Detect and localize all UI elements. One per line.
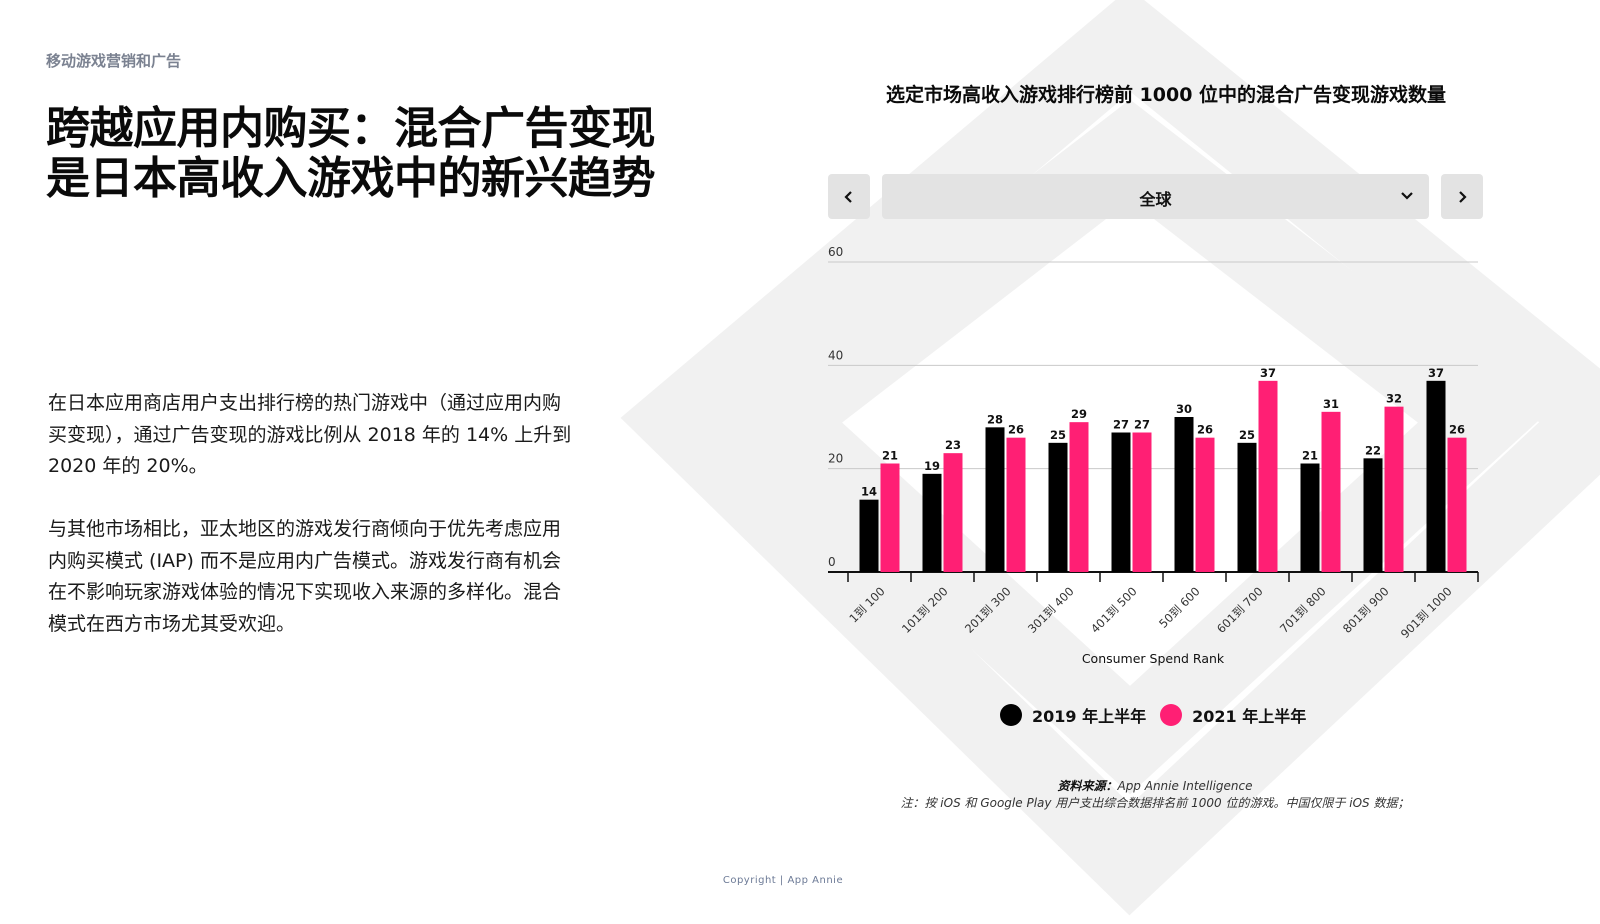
x-tick-label: 50到 600 [1156, 584, 1202, 630]
x-tick-label: 201到 300 [962, 584, 1014, 636]
body-paragraph-2: 与其他市场相比，亚太地区的游戏发行商倾向于优先考虑应用内购买模式 (IAP) 而… [48, 518, 562, 635]
data-label: 31 [1323, 397, 1339, 411]
y-tick-label: 40 [828, 348, 843, 362]
bar-2021 [1321, 411, 1341, 572]
y-tick-label: 0 [828, 555, 836, 569]
legend-item-2019: 2019 年上半年 [1000, 703, 1146, 727]
methodology-note: 注：按 iOS 和 Google Play 用户支出综合数据排名前 1000 位… [900, 796, 1410, 810]
data-label: 29 [1071, 407, 1087, 421]
bar-2019 [859, 499, 879, 572]
data-label: 22 [1365, 443, 1381, 457]
y-tick-label: 60 [828, 245, 843, 259]
data-label: 21 [882, 449, 898, 463]
bar-2019 [922, 473, 942, 572]
bar-2019 [1426, 380, 1446, 572]
chevron-right-icon [1459, 190, 1467, 203]
x-tick-label: 701到 800 [1277, 584, 1329, 636]
data-label: 28 [987, 412, 1003, 426]
market-select-dropdown[interactable]: 全球 [882, 174, 1429, 219]
data-label: 14 [861, 485, 877, 499]
chart-title: 选定市场高收入游戏排行榜前 1000 位中的混合广告变现游戏数量 [885, 84, 1447, 106]
chevron-left-icon [844, 190, 852, 203]
bar-chart: 0 20 40 60 14 21 1到 100 19 23 101到 200 28 26 201到 30… [828, 245, 1479, 666]
page-headline: 跨越应用内购买：混合广告变现是日本高收入游戏中的新兴趋势 [46, 103, 656, 204]
x-tick-label: 401到 500 [1088, 584, 1140, 636]
data-label: 27 [1134, 418, 1150, 432]
data-label: 26 [1197, 423, 1213, 437]
bar-2019 [1237, 442, 1257, 572]
legend-label-2019: 2019 年上半年 [1032, 707, 1147, 726]
bar-2021 [1384, 406, 1404, 572]
x-tick-label: 1到 100 [846, 584, 887, 625]
data-label: 25 [1239, 428, 1255, 442]
section-eyebrow: 移动游戏营销和广告 [46, 52, 182, 70]
bar-2021 [1195, 437, 1215, 572]
x-axis-title: Consumer Spend Rank [1082, 651, 1225, 666]
bar-2019 [985, 427, 1005, 572]
bar-2019 [1048, 442, 1068, 572]
legend-item-2021: 2021 年上半年 [1160, 703, 1306, 727]
data-label: 26 [1008, 423, 1024, 437]
data-label: 19 [924, 459, 940, 473]
next-market-button[interactable] [1441, 174, 1483, 219]
data-label: 37 [1428, 366, 1444, 380]
data-label: 25 [1050, 428, 1066, 442]
body-paragraph-1: 在日本应用商店用户支出排行榜的热门游戏中（通过应用内购买变现），通过广告变现的游… [48, 392, 572, 477]
data-label: 27 [1113, 418, 1129, 432]
x-tick-label: 301到 400 [1025, 584, 1077, 636]
market-select-value: 全球 [1139, 190, 1172, 209]
bar-2021 [1132, 432, 1152, 572]
bar-2021 [1447, 437, 1467, 572]
data-label: 32 [1386, 392, 1402, 406]
data-label: 23 [945, 438, 961, 452]
bar-2019 [1174, 417, 1194, 572]
data-label: 37 [1260, 366, 1276, 380]
previous-market-button[interactable] [828, 174, 870, 219]
legend-swatch-2019 [1000, 704, 1022, 726]
legend-swatch-2021 [1160, 704, 1183, 726]
data-label: 21 [1302, 449, 1318, 463]
bar-2021 [1006, 437, 1026, 572]
copyright-text: Copyright | App Annie [722, 875, 844, 886]
x-tick-label: 101到 200 [899, 584, 951, 636]
bar-2021 [880, 463, 900, 572]
y-tick-label: 20 [828, 452, 843, 466]
bar-2019 [1111, 432, 1131, 572]
bar-2019 [1300, 463, 1320, 572]
data-label: 26 [1449, 423, 1465, 437]
bar-2019 [1363, 458, 1383, 572]
legend-label-2021: 2021 年上半年 [1192, 707, 1307, 726]
x-tick-label: 901到 1000 [1398, 584, 1455, 641]
bar-2021 [1258, 380, 1278, 572]
bar-2021 [943, 453, 963, 572]
source-line: 资料来源：App Annie Intelligence [900, 778, 1410, 795]
source-value: App Annie Intelligence [1117, 779, 1253, 793]
chart-legend: 2019 年上半年 2021 年上半年 [1000, 703, 1320, 727]
source-label: 资料来源： [1057, 779, 1118, 793]
bar-2021 [1069, 422, 1089, 572]
source-note: 资料来源：App Annie Intelligence 注：按 iOS 和 Go… [900, 778, 1410, 812]
chevron-down-icon [1401, 192, 1413, 200]
x-tick-label: 601到 700 [1214, 584, 1266, 636]
x-tick-label: 801到 900 [1340, 584, 1392, 636]
data-label: 30 [1176, 402, 1192, 416]
